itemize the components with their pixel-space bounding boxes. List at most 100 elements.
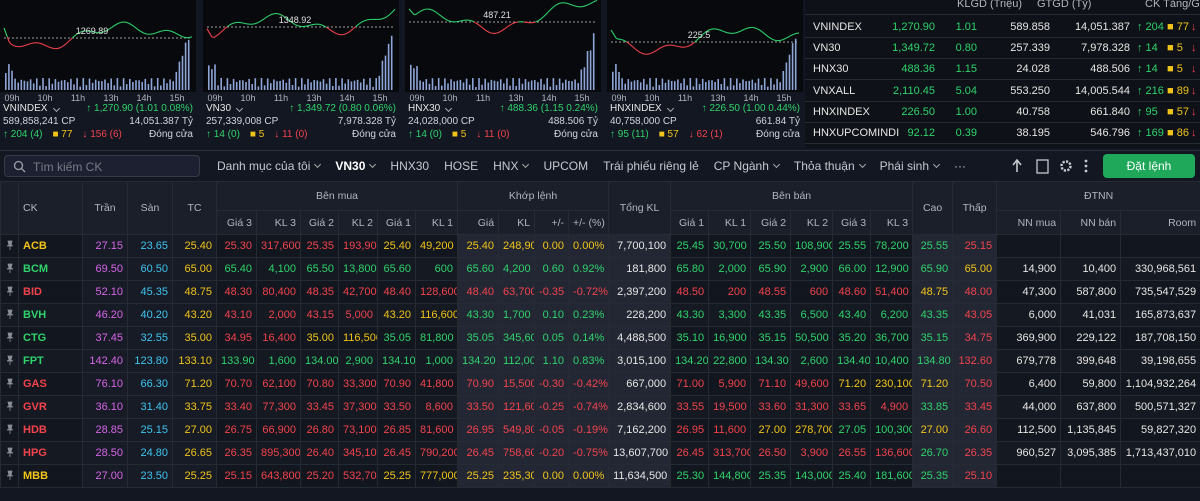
- change: -0.25: [534, 395, 570, 419]
- symbol: FPT: [18, 349, 83, 373]
- dropdown-chevron: [522, 160, 530, 169]
- panel-line: HNX30 ↑ 488.36 (1.15 0.24%): [408, 103, 598, 114]
- order-button[interactable]: Đặt lệnh: [1103, 154, 1195, 178]
- price-line: [176, 33, 179, 36]
- pin-cell[interactable]: [0, 303, 19, 327]
- more-icon[interactable]: [1084, 159, 1088, 173]
- price-line: [138, 29, 142, 32]
- bid-price-1: 33.50: [377, 395, 416, 419]
- column-header: KL 1: [414, 210, 459, 235]
- price-line: [322, 25, 326, 27]
- low: 48.00: [952, 280, 998, 304]
- volume-bar: [294, 78, 297, 90]
- price-line: [499, 30, 502, 33]
- stock-row: BID 52.10 45.35 48.75 48.30 80,400 48.35 42,700…: [0, 280, 1200, 304]
- search-box[interactable]: Tìm kiếm CK: [4, 155, 200, 177]
- price-line: [653, 50, 656, 53]
- pin-cell[interactable]: [0, 464, 19, 488]
- dropdown-chevron: [932, 160, 941, 169]
- tab[interactable]: Trái phiếu riêng lẻ: [603, 159, 699, 173]
- low: 26.60: [952, 418, 998, 442]
- tab[interactable]: Thỏa thuận: [794, 159, 866, 173]
- price-line: [362, 20, 365, 23]
- pin-cell[interactable]: [0, 280, 19, 304]
- pin-cell[interactable]: [0, 372, 19, 396]
- match-price: 33.50: [457, 395, 500, 419]
- volume-bar: [226, 78, 229, 90]
- price-line: [636, 49, 639, 52]
- chart-label: 1348.92: [279, 15, 312, 25]
- settings-icon[interactable]: [1060, 160, 1072, 172]
- price-line: [358, 22, 362, 25]
- price-line: [75, 33, 78, 36]
- price-line: [225, 26, 228, 29]
- column-header: Giá 2: [300, 210, 339, 235]
- volume-bar: [670, 80, 673, 90]
- price-line: [545, 12, 548, 15]
- pin-cell[interactable]: [0, 441, 19, 465]
- volume-bar: [242, 80, 244, 90]
- volume-bar: [375, 78, 377, 90]
- high: 27.00: [912, 418, 954, 442]
- volume-bar: [655, 78, 657, 90]
- tab[interactable]: VN30: [335, 159, 377, 173]
- tab[interactable]: Danh mục của tôi: [217, 159, 322, 173]
- high: 25.55: [912, 234, 954, 258]
- price-line: [701, 33, 704, 36]
- pin-cell[interactable]: [0, 326, 19, 350]
- ask-volume-3: 4,900: [870, 395, 914, 419]
- match-price: 70.90: [457, 372, 500, 396]
- price-line: [759, 29, 762, 32]
- index-value: 488.36: [901, 63, 935, 76]
- tab[interactable]: CP Ngành: [714, 159, 780, 173]
- price-line: [60, 46, 63, 49]
- tab[interactable]: HOSE: [444, 159, 478, 173]
- price-line: [218, 32, 222, 35]
- export-icon[interactable]: [1012, 158, 1022, 172]
- price-line: [641, 52, 644, 55]
- price-line: [506, 25, 509, 29]
- pin-cell[interactable]: [0, 349, 19, 373]
- ask-volume-2: 2,900: [790, 257, 834, 281]
- price-line: [382, 17, 385, 20]
- volume-bar: [565, 79, 567, 90]
- price-line: [350, 29, 353, 32]
- ask-volume-3: 230,100: [870, 372, 914, 396]
- price-line: [557, 2, 560, 5]
- volume-bar: [686, 85, 688, 90]
- tab[interactable]: ···: [954, 159, 966, 173]
- unchanged: ■ 77: [52, 129, 73, 140]
- tab[interactable]: Phái sinh: [880, 159, 941, 173]
- price-line: [179, 35, 182, 37]
- ask-price-3: 35.20: [832, 326, 872, 350]
- price-line: [790, 34, 793, 37]
- tab[interactable]: UPCOM: [543, 159, 588, 173]
- price-line: [553, 4, 557, 7]
- session-status: Đóng cửa: [756, 129, 800, 140]
- low: 43.05: [952, 303, 998, 327]
- volume: 553.250: [1010, 84, 1050, 97]
- excel-icon[interactable]: [1036, 159, 1049, 174]
- price-line: [584, 4, 587, 7]
- index-panel: 487.21 09h 10h 11h 13h 14h 15h HNX30 ↑ 488.36 (1…: [405, 0, 601, 148]
- price-line: [278, 13, 281, 16]
- volume-bar: [621, 78, 623, 90]
- ask-price-3: 66.00: [832, 257, 872, 281]
- pin-cell[interactable]: [0, 418, 19, 442]
- volume-bar: [577, 83, 579, 90]
- dropdown-chevron: [666, 104, 674, 113]
- ask-price-2: 65.90: [750, 257, 792, 281]
- price-line: [386, 15, 389, 18]
- chart-bg: [203, 0, 399, 92]
- price-line: [80, 30, 83, 33]
- pin-cell[interactable]: [0, 395, 19, 419]
- ask-price-1: 26.95: [670, 418, 710, 442]
- time-label: 11h: [71, 93, 85, 103]
- tab[interactable]: HNX: [493, 159, 530, 173]
- pin-cell[interactable]: [0, 234, 19, 258]
- foreign-room: 165,873,637: [1120, 303, 1200, 327]
- volume-bar: [301, 78, 303, 90]
- tab[interactable]: HNX30: [390, 159, 429, 173]
- index-change: 1.01: [955, 21, 977, 33]
- pin-cell[interactable]: [0, 257, 19, 281]
